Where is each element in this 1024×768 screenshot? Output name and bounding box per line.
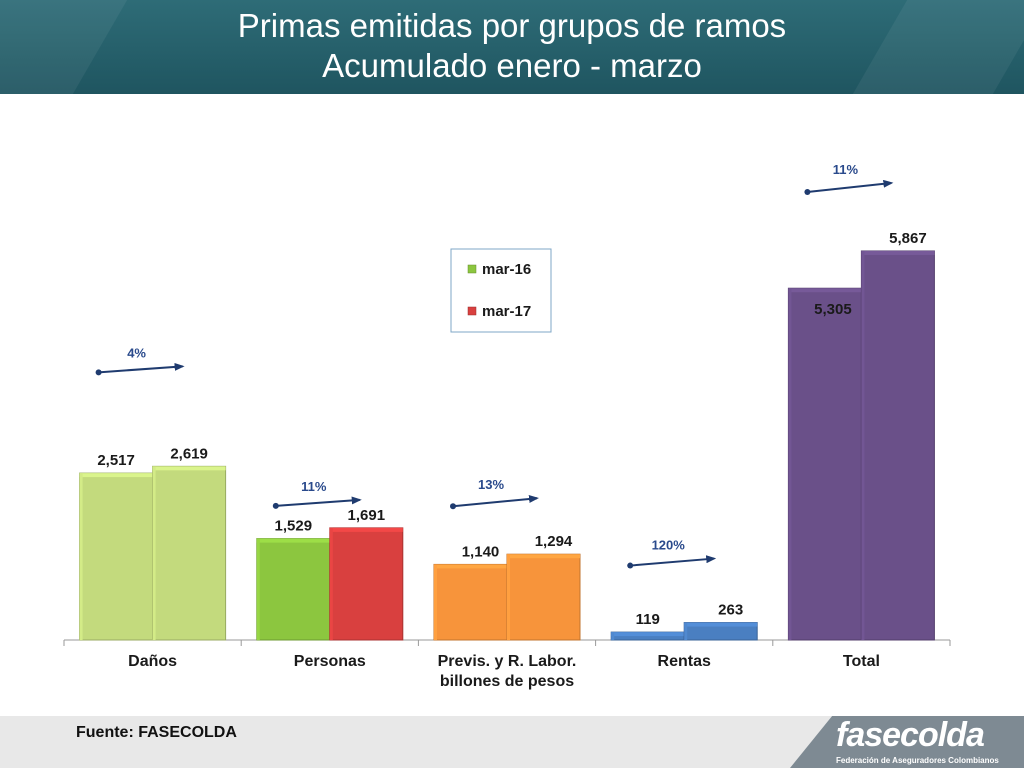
x-axis-title: billones de pesos <box>440 673 574 690</box>
data-label: 5,305 <box>814 301 852 318</box>
bar-chart: 2,517 2,619 Daños 4% 1,529 1,691 Personas 11% 1,… <box>63 162 951 690</box>
logo-tagline: Federación de Aseguradores Colombianos <box>836 756 999 765</box>
bar-group <box>79 472 154 641</box>
category-label: Total <box>843 653 880 670</box>
legend-swatch <box>467 264 477 274</box>
bar-top-bevel <box>152 466 226 471</box>
data-label: 263 <box>718 602 743 619</box>
data-label: 5,867 <box>889 230 927 247</box>
bar-group <box>610 631 685 641</box>
growth-label: 13% <box>478 477 504 492</box>
category-label: Previs. y R. Labor. <box>438 653 577 670</box>
data-label: 2,517 <box>97 452 135 469</box>
bar <box>787 287 862 641</box>
bar-top-bevel <box>684 622 758 627</box>
bar-group <box>152 465 227 641</box>
bar <box>79 472 154 641</box>
bar-top-bevel <box>79 473 153 478</box>
category-label: Daños <box>128 653 177 670</box>
data-label: 119 <box>636 611 660 628</box>
growth-arrow <box>452 494 539 508</box>
bar-left-bevel <box>434 564 437 640</box>
bar-group <box>433 563 508 641</box>
bar-left-bevel <box>861 250 865 640</box>
growth-arrow-tail <box>627 562 634 569</box>
bar-top-bevel <box>507 554 580 559</box>
bar <box>256 538 331 641</box>
growth-label: 11% <box>301 479 327 494</box>
bar-group <box>329 527 404 641</box>
bar-left-bevel <box>611 632 615 640</box>
bar <box>329 527 404 641</box>
bar-left-bevel <box>329 527 333 640</box>
logo-background <box>790 716 1024 768</box>
category-label: Rentas <box>658 653 711 670</box>
growth-arrow <box>98 362 185 374</box>
data-label: 1,529 <box>275 518 313 535</box>
bar-group <box>787 287 862 641</box>
legend-label: mar-17 <box>482 303 531 320</box>
bar-left-bevel <box>684 622 688 640</box>
bar-left-bevel <box>152 466 156 640</box>
bar <box>433 563 508 641</box>
growth-arrow-tail <box>450 503 456 510</box>
bar-top-bevel <box>434 564 507 569</box>
growth-arrow-tail <box>804 188 811 195</box>
data-label: 1,294 <box>535 533 573 550</box>
growth-label: 4% <box>127 345 146 360</box>
growth-label: 11% <box>833 162 859 177</box>
bar <box>860 250 935 641</box>
bar-group <box>256 538 331 641</box>
bar-top-bevel <box>611 632 685 637</box>
legend-box <box>450 248 552 333</box>
data-label: 1,140 <box>462 543 500 560</box>
bar-group <box>506 553 581 641</box>
growth-arrow-tail <box>95 369 102 376</box>
page-title: Primas emitidas por grupos de ramos Acum… <box>0 6 1024 86</box>
bar <box>152 465 227 641</box>
growth-arrow <box>275 496 362 507</box>
source-note: Fuente: FASECOLDA <box>76 724 237 741</box>
title-line-1: Primas emitidas por grupos de ramos <box>237 7 787 44</box>
bar-top-bevel <box>256 538 330 543</box>
legend-label: mar-16 <box>482 261 531 278</box>
category-label: Personas <box>294 653 366 670</box>
bar-top-bevel <box>788 288 862 293</box>
bar-left-bevel <box>788 288 792 640</box>
bar-group <box>860 250 935 641</box>
growth-arrow-tail <box>272 502 279 509</box>
growth-arrow <box>630 555 717 567</box>
bar-left-bevel <box>256 538 260 640</box>
fasecolda-logo: fasecolda <box>836 716 985 754</box>
growth-label: 120% <box>652 538 686 553</box>
data-label: 2,619 <box>170 445 208 462</box>
legend: mar-16 mar-17 <box>450 248 552 333</box>
data-label: 1,691 <box>348 507 386 524</box>
title-banner: Primas emitidas por grupos de ramos Acum… <box>0 0 1024 94</box>
legend-swatch <box>467 306 477 316</box>
bar-top-bevel <box>861 250 935 255</box>
title-line-2: Acumulado enero - marzo <box>322 47 702 84</box>
growth-arrow <box>807 179 894 193</box>
bar-left-bevel <box>79 473 83 640</box>
bar-left-bevel <box>507 554 510 640</box>
bar <box>506 553 581 641</box>
bar-top-bevel <box>329 527 403 532</box>
bar-group <box>683 622 758 641</box>
